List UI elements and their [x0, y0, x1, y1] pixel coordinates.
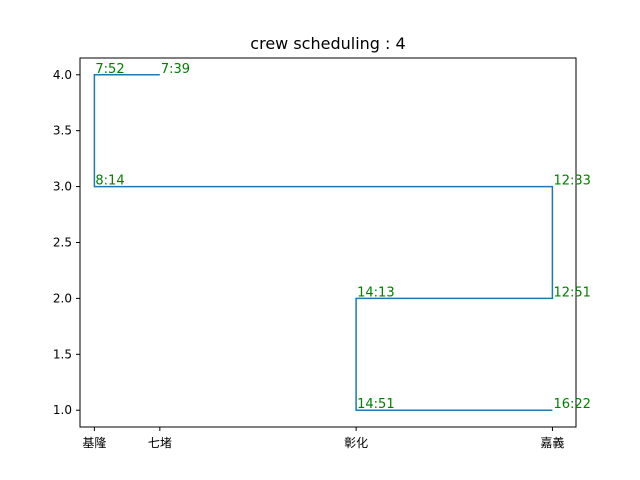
y-tick-label: 3.0	[53, 180, 72, 194]
y-tick-label: 1.0	[53, 403, 72, 417]
series-line	[93, 74, 554, 411]
y-tick-label: 2.0	[53, 291, 72, 305]
chart-title: crew scheduling : 4	[250, 34, 405, 53]
y-tick-label: 1.5	[53, 347, 72, 361]
y-tick-label: 3.5	[53, 124, 72, 138]
plot-area	[79, 57, 577, 428]
x-tick-label: 基隆	[82, 435, 106, 450]
time-annotation: 14:51	[357, 397, 394, 412]
y-tick-label: 4.0	[53, 68, 72, 82]
time-annotation: 8:14	[95, 174, 124, 189]
time-annotation: 12:33	[553, 174, 590, 189]
time-annotation: 14:13	[357, 285, 394, 300]
time-annotation: 7:39	[161, 62, 190, 77]
x-tick-label: 嘉義	[540, 435, 564, 450]
time-annotation: 12:51	[553, 285, 590, 300]
time-annotation: 16:22	[553, 397, 590, 412]
x-tick-label: 彰化	[344, 435, 368, 450]
y-tick-label: 2.5	[53, 236, 72, 250]
x-tick-label: 七堵	[148, 436, 172, 450]
time-annotation: 7:52	[95, 62, 124, 77]
